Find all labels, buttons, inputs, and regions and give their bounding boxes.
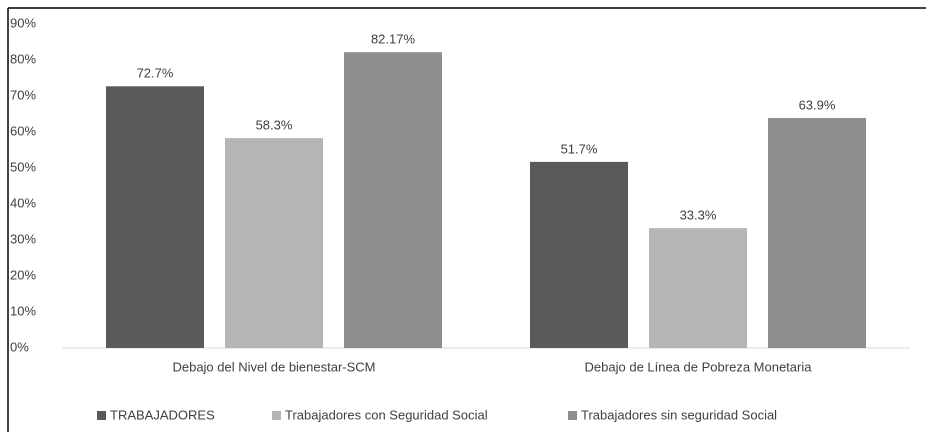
data-label: 82.17% — [371, 32, 416, 47]
legend-label: Trabajadores sin seguridad Social — [581, 407, 777, 422]
bar — [530, 161, 628, 348]
y-tick-label: 70% — [10, 87, 36, 102]
y-tick-label: 50% — [10, 159, 36, 174]
bar — [768, 117, 866, 349]
data-label: 58.3% — [256, 118, 293, 133]
data-label: 33.3% — [680, 208, 717, 223]
bar — [106, 86, 204, 348]
legend-swatch — [568, 411, 577, 420]
legend-swatch — [272, 411, 281, 420]
y-tick-label: 20% — [10, 267, 36, 282]
data-label: 63.9% — [799, 97, 836, 112]
legend-label: Trabajadores con Seguridad Social — [285, 407, 488, 422]
x-tick-label: Debajo del Nivel de bienestar-SCM — [172, 359, 375, 374]
data-label: 72.7% — [137, 66, 174, 81]
y-tick-label: 30% — [10, 231, 36, 246]
data-label: 51.7% — [561, 141, 598, 156]
y-tick-label: 10% — [10, 303, 36, 318]
y-tick-label: 90% — [10, 15, 36, 30]
y-tick-label: 60% — [10, 123, 36, 138]
legend-swatch — [97, 411, 106, 420]
y-tick-label: 40% — [10, 195, 36, 210]
bar — [225, 138, 323, 348]
x-tick-label: Debajo de Línea de Pobreza Monetaria — [585, 359, 813, 374]
y-tick-label: 80% — [10, 51, 36, 66]
y-tick-label: 0% — [10, 339, 29, 354]
bar — [344, 52, 442, 349]
legend-label: TRABAJADORES — [110, 407, 215, 422]
bar — [649, 228, 747, 348]
